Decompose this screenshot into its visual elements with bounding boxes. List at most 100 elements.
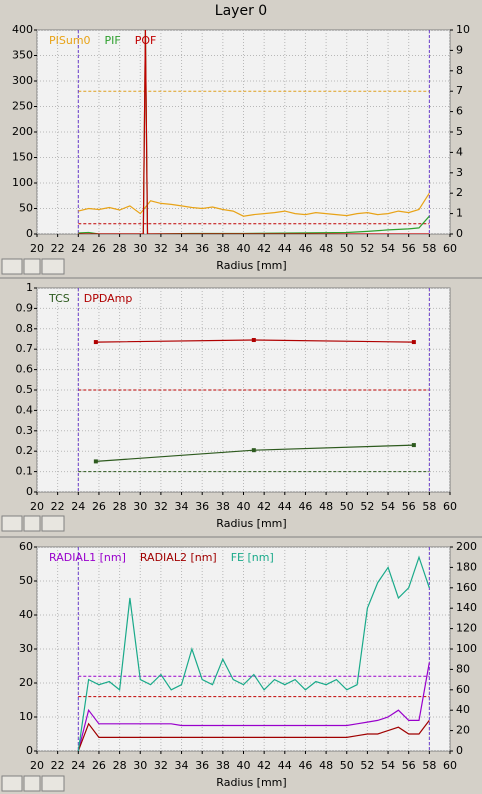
x-tick-label: 36 [195, 500, 209, 513]
series-line [77, 555, 430, 751]
y2-tick-label: 200 [456, 540, 477, 553]
toolbar [1, 258, 65, 792]
x-tick-label: 26 [92, 500, 106, 513]
x-tick-label: 50 [340, 759, 354, 772]
y-tick-label: 40 [19, 608, 33, 621]
point-marker [93, 340, 98, 345]
y2-tick-label: 6 [456, 105, 463, 118]
y2-tick-label: 40 [456, 703, 470, 716]
y2-tick-label: 0 [456, 227, 463, 240]
y-tick-label: 300 [12, 74, 33, 87]
series-line [77, 662, 430, 751]
zoom-button[interactable] [1, 775, 23, 792]
x-tick-label: 52 [360, 242, 374, 255]
y2-tick-label: 4 [456, 145, 463, 158]
x-axis-label: Radius [mm] [216, 776, 286, 789]
x-tick-label: 54 [381, 500, 395, 513]
legend-entry: TCS [48, 292, 70, 305]
x-tick-label: 34 [175, 500, 189, 513]
x-tick-label: 40 [237, 242, 251, 255]
plus-button[interactable] [23, 515, 41, 532]
title-bar [0, 0, 482, 20]
y-tick-label: 0.2 [16, 444, 34, 457]
pan-button[interactable] [41, 258, 65, 275]
x-tick-label: 58 [422, 500, 436, 513]
y2-tick-label: 10 [456, 23, 470, 36]
y-tick-label: 30 [19, 642, 33, 655]
zoom-button[interactable] [1, 515, 23, 532]
y-tick-label: 20 [19, 676, 33, 689]
y2-tick-label: 5 [456, 125, 463, 138]
x-tick-label: 54 [381, 759, 395, 772]
x-tick-label: 52 [360, 500, 374, 513]
series-line [77, 720, 430, 751]
x-tick-label: 36 [195, 759, 209, 772]
x-tick-label: 32 [154, 759, 168, 772]
y-tick-label: 0 [26, 744, 33, 757]
y-tick-label: 1 [26, 281, 33, 294]
y-tick-label: 250 [12, 100, 33, 113]
point-marker [411, 443, 416, 448]
y2-tick-label: 140 [456, 601, 477, 614]
y2-tick-label: 60 [456, 683, 470, 696]
x-tick-label: 28 [113, 500, 127, 513]
x-axis-label: Radius [mm] [216, 259, 286, 272]
x-tick-label: 58 [422, 242, 436, 255]
x-tick-label: 22 [51, 242, 65, 255]
x-tick-label: 26 [92, 759, 106, 772]
y-tick-label: 350 [12, 49, 33, 62]
x-tick-label: 34 [175, 759, 189, 772]
y-tick-label: 0.7 [16, 342, 34, 355]
x-tick-label: 24 [71, 500, 85, 513]
x-tick-label: 60 [443, 500, 457, 513]
pan-button[interactable] [41, 515, 65, 532]
y-tick-label: 0 [26, 227, 33, 240]
x-tick-label: 48 [319, 759, 333, 772]
y-tick-label: 400 [12, 23, 33, 36]
point-marker [251, 448, 256, 453]
x-tick-label: 34 [175, 242, 189, 255]
x-tick-label: 56 [402, 759, 416, 772]
x-tick-label: 42 [257, 759, 271, 772]
x-tick-label: 36 [195, 242, 209, 255]
y-tick-label: 100 [12, 176, 33, 189]
y2-tick-label: 3 [456, 166, 463, 179]
plus-button[interactable] [23, 775, 41, 792]
x-tick-label: 48 [319, 242, 333, 255]
y2-tick-label: 120 [456, 622, 477, 635]
y-tick-label: 0.8 [16, 322, 34, 335]
x-tick-label: 32 [154, 242, 168, 255]
y-tick-label: 0.5 [16, 383, 34, 396]
x-tick-label: 60 [443, 242, 457, 255]
y2-tick-label: 180 [456, 560, 477, 573]
x-axis-label: Radius [mm] [216, 517, 286, 530]
y-tick-label: 0 [26, 485, 33, 498]
x-tick-label: 30 [133, 242, 147, 255]
x-tick-label: 22 [51, 500, 65, 513]
x-tick-label: 30 [133, 759, 147, 772]
legend-entry: RADIAL2 [nm] [140, 551, 217, 564]
x-tick-label: 50 [340, 242, 354, 255]
x-tick-label: 44 [278, 759, 292, 772]
x-tick-label: 52 [360, 759, 374, 772]
plot-layer [37, 547, 450, 751]
y2-tick-label: 20 [456, 724, 470, 737]
x-tick-label: 44 [278, 500, 292, 513]
plot-layer [37, 30, 450, 234]
y2-tick-label: 8 [456, 64, 463, 77]
y2-tick-label: 9 [456, 43, 463, 56]
x-tick-label: 28 [113, 759, 127, 772]
x-tick-label: 40 [237, 759, 251, 772]
point-marker [93, 459, 98, 464]
x-tick-label: 24 [71, 242, 85, 255]
point-marker [251, 338, 256, 343]
x-tick-label: 28 [113, 242, 127, 255]
pan-button[interactable] [41, 775, 65, 792]
y-tick-label: 0.1 [16, 465, 34, 478]
x-tick-label: 56 [402, 500, 416, 513]
x-tick-label: 40 [237, 500, 251, 513]
plus-button[interactable] [23, 258, 41, 275]
zoom-button[interactable] [1, 258, 23, 275]
y2-tick-label: 7 [456, 84, 463, 97]
